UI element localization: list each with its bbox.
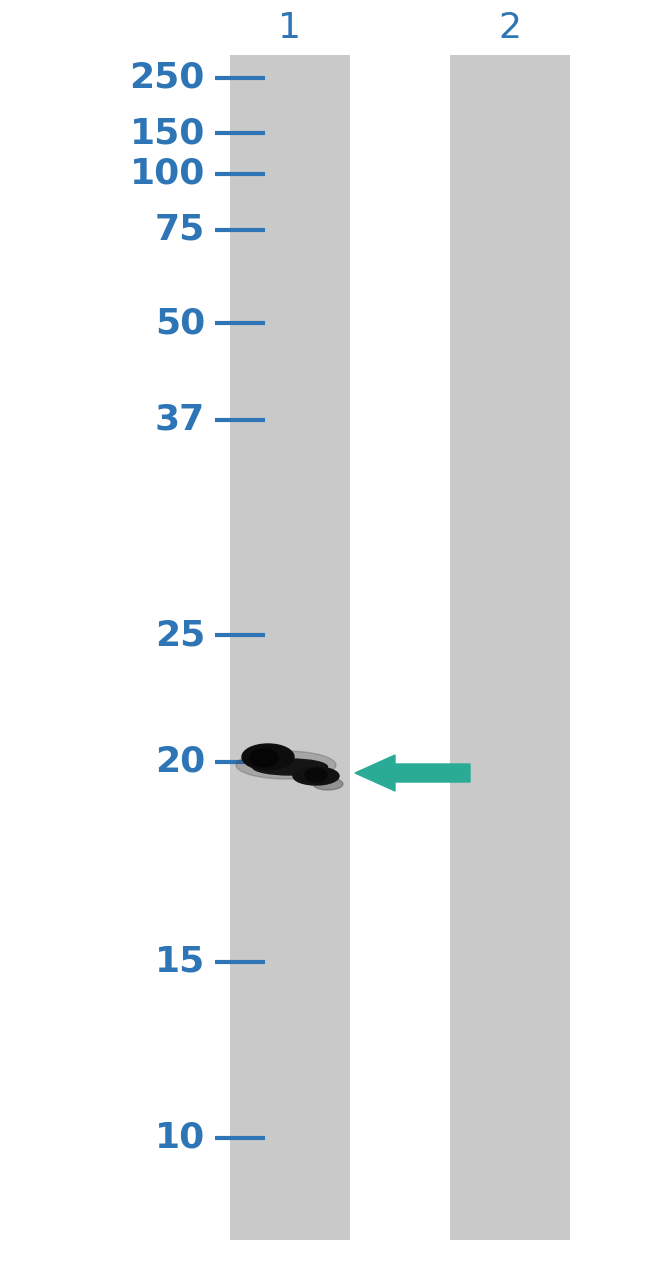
Text: 10: 10 [155,1121,205,1154]
Ellipse shape [252,759,328,775]
Text: 15: 15 [155,945,205,979]
Text: 1: 1 [278,11,302,44]
Ellipse shape [236,751,336,779]
Text: 75: 75 [155,213,205,246]
Ellipse shape [293,767,339,785]
Text: 250: 250 [129,61,205,95]
Text: 50: 50 [155,306,205,340]
Text: 100: 100 [129,157,205,190]
Ellipse shape [305,768,327,782]
Text: 150: 150 [129,116,205,150]
Text: 37: 37 [155,403,205,437]
Ellipse shape [313,779,343,790]
FancyArrow shape [355,754,470,791]
Ellipse shape [250,749,278,767]
Text: 20: 20 [155,745,205,779]
Bar [450,55,570,1240]
Text: 25: 25 [155,618,205,652]
Ellipse shape [242,744,294,770]
Bar [230,55,350,1240]
Text: 2: 2 [499,11,521,44]
